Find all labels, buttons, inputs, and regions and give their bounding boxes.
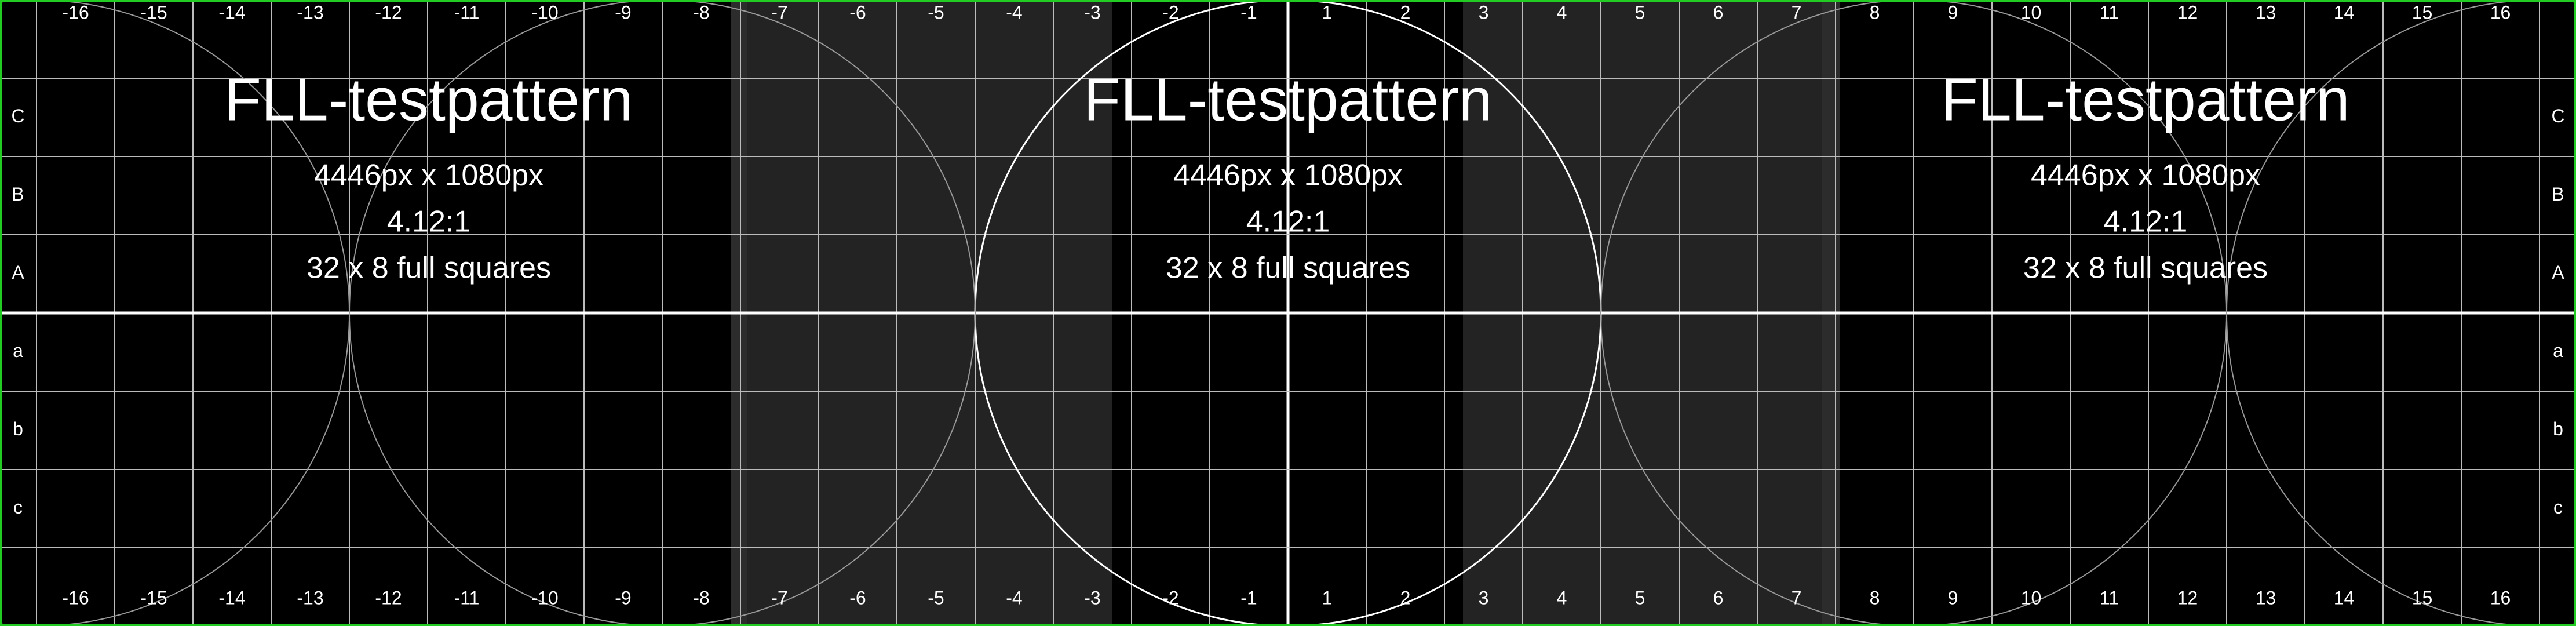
row-label-right: c xyxy=(2553,497,2563,518)
column-label-bottom: 3 xyxy=(1479,587,1489,608)
ratio: 4.12:1 xyxy=(387,205,471,239)
column-label-top: 1 xyxy=(1322,2,1333,23)
pattern-title: FLL-testpattern xyxy=(1083,66,1492,133)
squares: 32 x 8 full squares xyxy=(1166,252,1410,285)
column-label-top: 14 xyxy=(2334,2,2355,23)
column-label-top: 7 xyxy=(1791,2,1802,23)
column-label-top: -11 xyxy=(454,2,480,23)
ratio: 4.12:1 xyxy=(1246,205,1330,239)
column-label-bottom: 13 xyxy=(2256,587,2276,608)
column-label-top: -14 xyxy=(218,2,245,23)
column-label-top: -2 xyxy=(1162,2,1178,23)
column-label-bottom: 10 xyxy=(2021,587,2042,608)
column-label-bottom: -15 xyxy=(140,587,167,608)
column-label-top: -9 xyxy=(615,2,631,23)
column-label-bottom: -6 xyxy=(849,587,866,608)
column-label-bottom: -8 xyxy=(693,587,709,608)
squares: 32 x 8 full squares xyxy=(2023,252,2268,285)
column-label-bottom: 8 xyxy=(1870,587,1880,608)
row-label-right: b xyxy=(2553,418,2563,439)
row-label-right: C xyxy=(2551,105,2564,126)
column-label-bottom: -3 xyxy=(1084,587,1100,608)
ratio: 4.12:1 xyxy=(2104,205,2188,239)
row-label-left: c xyxy=(13,497,23,518)
column-label-bottom: 5 xyxy=(1635,587,1645,608)
texts: -16-16-15-15-14-14-13-13-12-12-11-11-10-… xyxy=(11,2,2564,608)
column-label-top: 13 xyxy=(2256,2,2276,23)
column-label-top: 8 xyxy=(1870,2,1880,23)
column-label-top: -7 xyxy=(771,2,787,23)
column-label-bottom: -16 xyxy=(62,587,89,608)
column-label-top: 15 xyxy=(2412,2,2433,23)
column-label-bottom: 12 xyxy=(2177,587,2198,608)
column-label-top: -10 xyxy=(531,2,558,23)
column-label-bottom: 9 xyxy=(1948,587,1958,608)
column-label-bottom: -7 xyxy=(771,587,787,608)
column-label-top: 9 xyxy=(1948,2,1958,23)
column-label-bottom: -9 xyxy=(615,587,631,608)
column-label-bottom: -14 xyxy=(218,587,245,608)
column-label-bottom: -2 xyxy=(1162,587,1178,608)
row-label-left: A xyxy=(12,262,24,283)
pattern-title: FLL-testpattern xyxy=(1941,66,2349,133)
squares: 32 x 8 full squares xyxy=(307,252,551,285)
column-label-top: 6 xyxy=(1713,2,1724,23)
side-circle xyxy=(2226,0,2576,626)
resolution: 4446px x 1080px xyxy=(2031,159,2260,192)
column-label-bottom: 15 xyxy=(2412,587,2433,608)
row-label-right: a xyxy=(2553,340,2563,361)
column-label-top: 2 xyxy=(1400,2,1411,23)
column-label-bottom: -10 xyxy=(531,587,558,608)
column-label-top: 4 xyxy=(1557,2,1567,23)
column-label-top: -6 xyxy=(849,2,866,23)
column-label-top: 3 xyxy=(1479,2,1489,23)
column-label-top: -12 xyxy=(375,2,402,23)
row-label-left: a xyxy=(13,340,23,361)
row-label-left: C xyxy=(11,105,24,126)
row-label-right: B xyxy=(2552,184,2564,205)
column-label-bottom: -5 xyxy=(928,587,944,608)
resolution: 4446px x 1080px xyxy=(314,159,543,192)
column-label-bottom: 6 xyxy=(1713,587,1724,608)
column-label-bottom: -4 xyxy=(1006,587,1022,608)
column-label-bottom: -11 xyxy=(454,587,480,608)
column-label-bottom: 11 xyxy=(2100,587,2119,608)
column-label-top: 5 xyxy=(1635,2,1645,23)
column-label-top: -1 xyxy=(1240,2,1257,23)
column-label-bottom: 14 xyxy=(2334,587,2355,608)
column-label-bottom: -1 xyxy=(1240,587,1257,608)
column-label-top: -3 xyxy=(1084,2,1100,23)
column-label-bottom: 4 xyxy=(1557,587,1567,608)
row-label-left: B xyxy=(12,184,24,205)
column-label-top: 10 xyxy=(2021,2,2042,23)
resolution: 4446px x 1080px xyxy=(1173,159,1403,192)
pattern-title: FLL-testpattern xyxy=(224,66,633,133)
column-label-bottom: 16 xyxy=(2490,587,2511,608)
column-label-top: -15 xyxy=(140,2,167,23)
column-label-top: 16 xyxy=(2490,2,2511,23)
column-label-bottom: 7 xyxy=(1791,587,1802,608)
side-circle xyxy=(349,0,976,626)
row-label-left: b xyxy=(13,418,23,439)
column-label-bottom: 1 xyxy=(1322,587,1333,608)
column-label-top: -5 xyxy=(928,2,944,23)
column-label-bottom: -12 xyxy=(375,587,402,608)
column-label-top: -4 xyxy=(1006,2,1022,23)
column-label-top: 12 xyxy=(2177,2,2198,23)
column-label-bottom: -13 xyxy=(297,587,323,608)
column-label-top: 11 xyxy=(2100,2,2119,23)
row-label-right: A xyxy=(2552,262,2564,283)
column-label-bottom: 2 xyxy=(1400,587,1411,608)
column-label-top: -13 xyxy=(297,2,323,23)
column-label-top: -8 xyxy=(693,2,709,23)
column-label-top: -16 xyxy=(62,2,89,23)
